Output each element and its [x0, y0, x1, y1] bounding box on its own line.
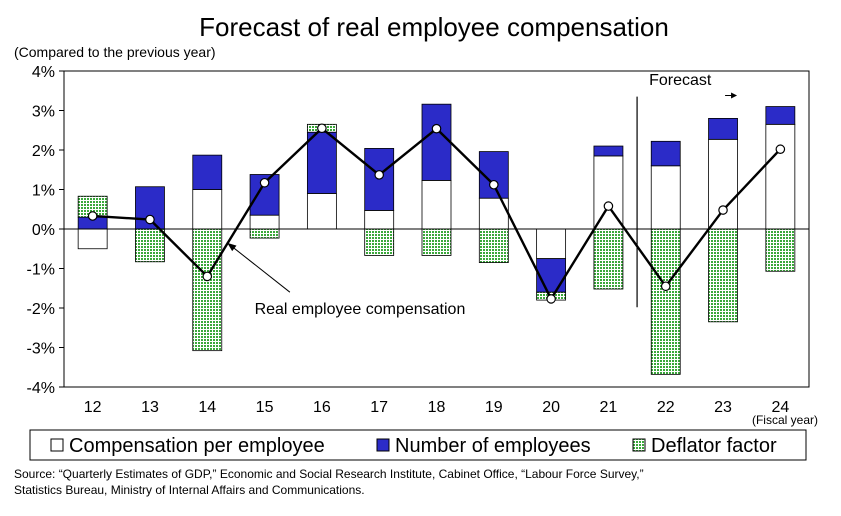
forecast-arrow: [725, 92, 738, 99]
bar-number-of-employees: [536, 258, 567, 293]
bar-compensation-per-employee: [536, 228, 567, 260]
bar-number-of-employees: [765, 106, 796, 125]
x-tick-label: 21: [600, 399, 618, 416]
legend-frame: [29, 429, 807, 461]
bar-compensation-per-employee: [421, 180, 452, 230]
bar-number-of-employees: [708, 118, 738, 140]
bar-deflator-factor: [593, 228, 624, 290]
chart-title: Forecast of real employee compensation: [199, 12, 669, 42]
x-tick-label: 14: [198, 399, 216, 416]
x-tick-label: 15: [256, 399, 274, 416]
legend-label-number-of-employees: Number of employees: [395, 435, 591, 457]
y-tick-label: -4%: [27, 380, 55, 397]
line-marker: [259, 177, 270, 188]
bar-compensation-per-employee: [765, 123, 796, 230]
line-marker: [431, 123, 442, 134]
bar-number-of-employees: [650, 140, 681, 167]
line-marker: [87, 211, 98, 221]
bar-compensation-per-employee: [192, 189, 223, 230]
legend-swatch-compensation-per-employee: [50, 438, 64, 452]
y-tick-label: 2%: [32, 143, 55, 160]
y-tick-label: -3%: [27, 341, 55, 358]
bar-deflator-factor: [708, 228, 738, 323]
bar-deflator-factor: [249, 228, 280, 239]
bar-number-of-employees: [249, 174, 280, 216]
line-marker: [202, 271, 213, 282]
bar-deflator-factor: [478, 228, 509, 263]
line-marker: [775, 144, 786, 155]
source-line-1: Source: “Quarterly Estimates of GDP,” Ec…: [14, 467, 644, 481]
x-tick-label: 12: [84, 399, 102, 416]
line-marker: [603, 201, 614, 211]
forecast-label: Forecast: [649, 72, 712, 89]
bar-number-of-employees: [306, 131, 337, 194]
annotation-text: Real employee compensation: [255, 301, 466, 318]
annotation-arrow: [226, 242, 291, 293]
y-tick-label: 1%: [32, 183, 55, 200]
legend: Compensation per employee Number of empl…: [29, 429, 807, 461]
bar-compensation-per-employee: [650, 165, 681, 230]
legend-label-compensation-per-employee: Compensation per employee: [69, 435, 325, 457]
bar-deflator-factor: [765, 228, 796, 272]
y-tick-label: 0%: [32, 222, 55, 239]
bar-number-of-employees: [192, 154, 223, 190]
x-tick-label: 24: [771, 399, 789, 416]
x-tick-label: 16: [313, 399, 331, 416]
line-marker: [660, 281, 671, 292]
y-tick-label: 3%: [32, 104, 55, 121]
bar-compensation-per-employee: [77, 228, 108, 250]
x-axis-label: (Fiscal year): [752, 413, 818, 427]
bar-compensation-per-employee: [593, 155, 624, 230]
bar-compensation-per-employee: [708, 138, 738, 230]
line-marker: [374, 170, 384, 180]
legend-swatch-number-of-employees: [376, 438, 390, 452]
line-marker: [145, 214, 155, 225]
forecast-arrow-head: [731, 92, 738, 99]
x-tick-label: 19: [485, 399, 503, 416]
x-tick-label: 17: [370, 399, 388, 416]
x-tick-label: 18: [428, 399, 446, 416]
source-note: Source: “Quarterly Estimates of GDP,” Ec…: [14, 466, 814, 498]
x-tick-label: 23: [714, 399, 732, 416]
x-tick-label: 22: [657, 399, 675, 416]
y-tick-label: -2%: [27, 301, 55, 318]
bar-number-of-employees: [593, 145, 624, 157]
legend-swatch-deflator-factor: [632, 438, 646, 452]
x-tick-label: 13: [141, 399, 159, 416]
bar-number-of-employees: [421, 103, 452, 181]
line-marker: [489, 179, 499, 190]
annotation-arrowhead: [227, 242, 237, 252]
bar-deflator-factor: [364, 228, 395, 256]
source-line-2: Statistics Bureau, Ministry of Internal …: [14, 483, 365, 497]
bar-deflator-factor: [192, 228, 223, 352]
x-tick-label: 20: [542, 399, 560, 416]
y-tick-label: -1%: [27, 262, 55, 279]
line-marker: [317, 123, 327, 134]
legend-label-deflator-factor: Deflator factor: [651, 435, 777, 457]
line-marker: [546, 294, 556, 304]
bar-deflator-factor: [421, 228, 452, 256]
y-tick-label: 4%: [32, 64, 55, 81]
y-axis-label: (Compared to the previous year): [14, 44, 216, 60]
bar-compensation-per-employee: [364, 210, 395, 230]
line-marker: [718, 205, 728, 215]
bar-deflator-factor: [135, 228, 165, 263]
bar-compensation-per-employee: [306, 193, 337, 230]
bar-compensation-per-employee: [249, 214, 280, 230]
bar-deflator-factor: [650, 228, 681, 375]
